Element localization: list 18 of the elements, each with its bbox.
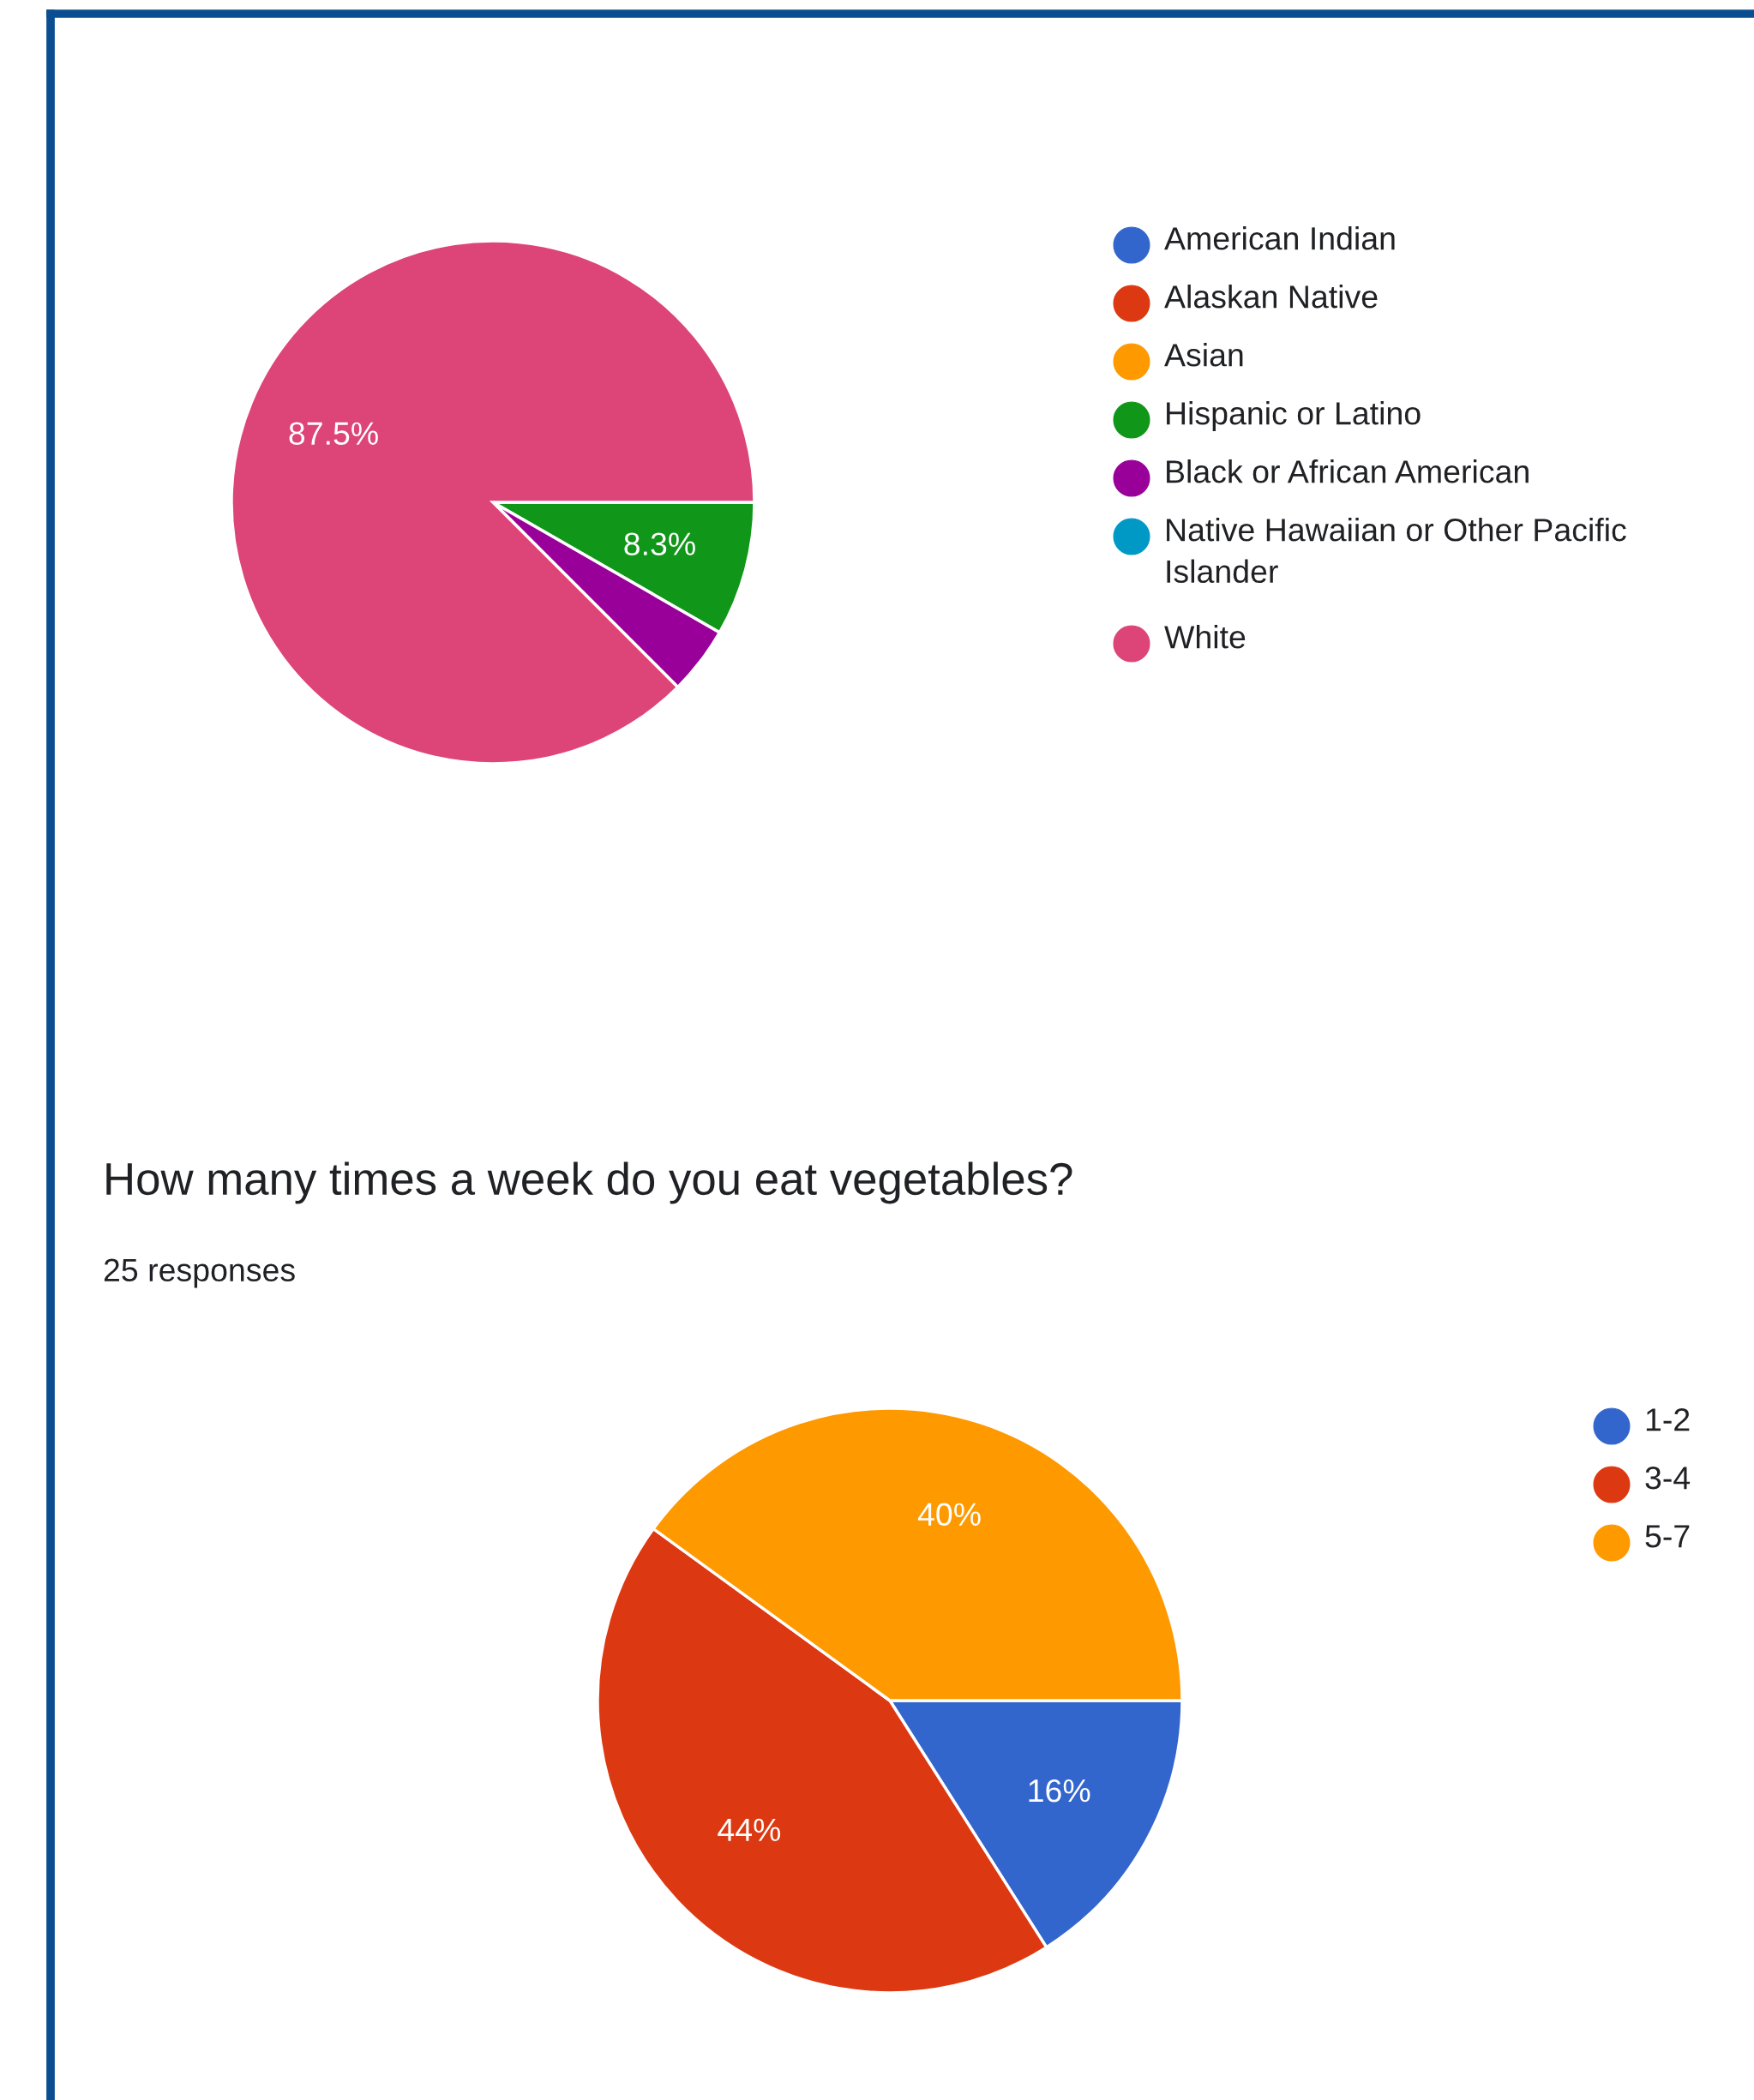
pie-slice [230,239,756,765]
legend-label: White [1164,625,1246,649]
data-label: 8.3% [624,532,695,555]
legend-label: Native Hawaiian or Other Pacific Islander [1167,518,1626,584]
data-label: 87.5% [289,422,378,446]
legend-label: 1-2 [1646,1407,1690,1431]
legend-label: 3-4 [1645,1466,1691,1490]
data-label: 44% [718,1818,781,1841]
text: 25 responses [104,1258,295,1288]
chart-title: How many times a week do you eat vegetables? [106,1161,1072,1204]
legend-label: 5-7 [1645,1525,1690,1548]
legend-label: Black or African American [1167,459,1529,483]
data-label: 16% [1029,1779,1090,1803]
legend-label: Alaskan Native [1164,285,1378,309]
legend-label: Hispanic or Latino [1167,401,1421,431]
legend-label: Asian [1164,343,1243,367]
data-label: 40% [917,1503,981,1527]
legend-label: American Indian [1164,226,1395,250]
